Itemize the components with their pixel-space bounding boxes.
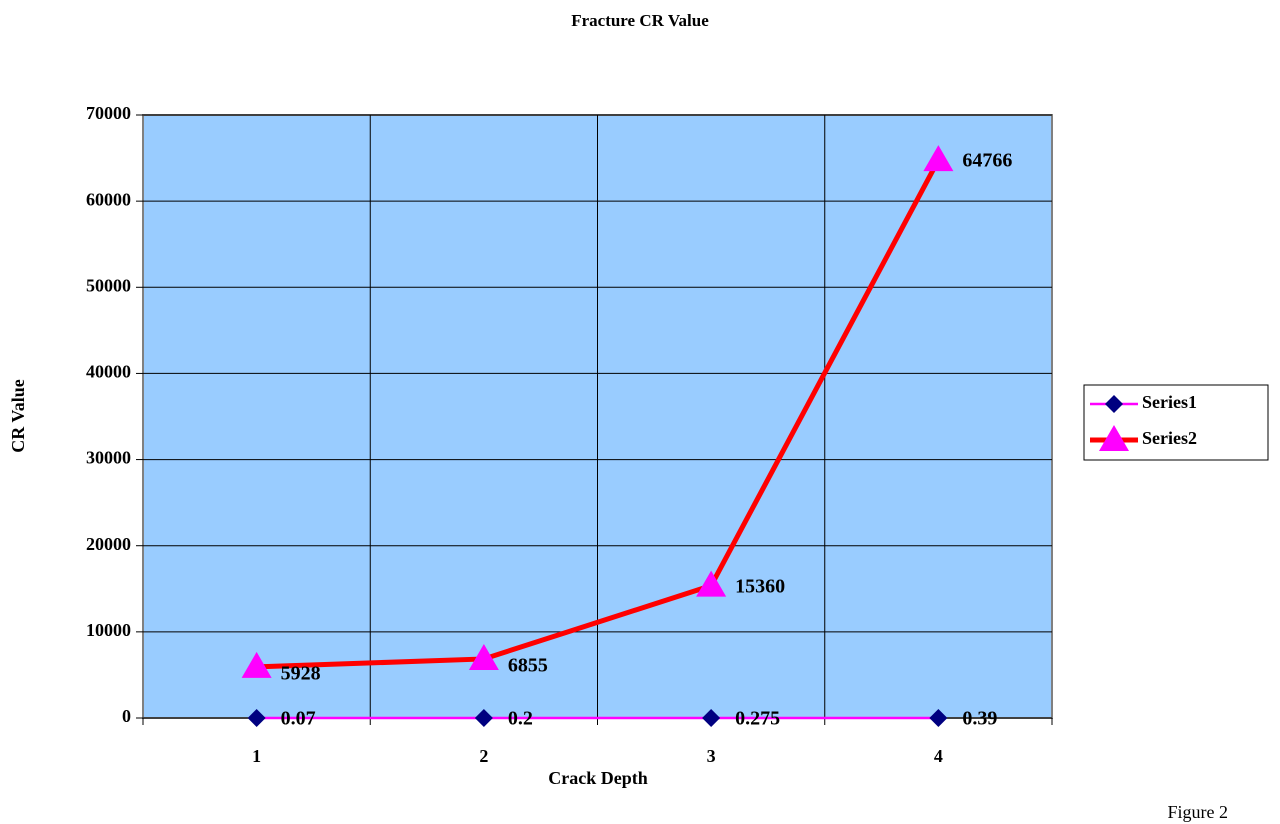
y-tick-label: 40000	[86, 362, 131, 382]
data-label: 0.07	[281, 708, 316, 730]
data-point	[468, 643, 499, 670]
y-tick-label: 10000	[86, 620, 131, 640]
data-label: 0.2	[508, 708, 533, 730]
data-label: 6855	[508, 655, 548, 677]
x-tick-label: 3	[707, 746, 716, 766]
data-point	[702, 708, 721, 727]
chart-title: Fracture CR Value	[571, 11, 709, 30]
figure-caption: Figure 2	[1168, 802, 1229, 822]
y-tick-label: 20000	[86, 534, 131, 554]
data-label: 64766	[962, 150, 1012, 172]
legend-marker	[1099, 425, 1129, 451]
data-point	[474, 708, 493, 727]
y-axis-label: CR Value	[8, 379, 28, 453]
y-tick-label: 60000	[86, 189, 131, 209]
data-point	[929, 708, 948, 727]
x-axis-label: Crack Depth	[548, 768, 648, 788]
data-label: 0.275	[735, 708, 780, 730]
data-point	[923, 145, 954, 172]
legend-label: Series1	[1142, 392, 1197, 412]
legend-label: Series2	[1142, 428, 1197, 448]
series-line	[256, 158, 941, 670]
x-tick-label: 2	[479, 746, 488, 766]
x-tick-label: 1	[252, 746, 261, 766]
x-tick-label: 4	[934, 746, 943, 766]
data-label: 5928	[281, 663, 321, 685]
data-point	[696, 570, 727, 597]
data-label: 0.39	[962, 708, 997, 730]
data-point	[241, 651, 272, 678]
y-tick-label: 30000	[86, 448, 131, 468]
data-label: 15360	[735, 575, 785, 597]
y-tick-label: 50000	[86, 275, 131, 295]
data-point	[247, 708, 266, 727]
legend-marker	[1105, 395, 1123, 413]
y-tick-label: 70000	[86, 103, 131, 123]
y-tick-label: 0	[122, 706, 131, 726]
